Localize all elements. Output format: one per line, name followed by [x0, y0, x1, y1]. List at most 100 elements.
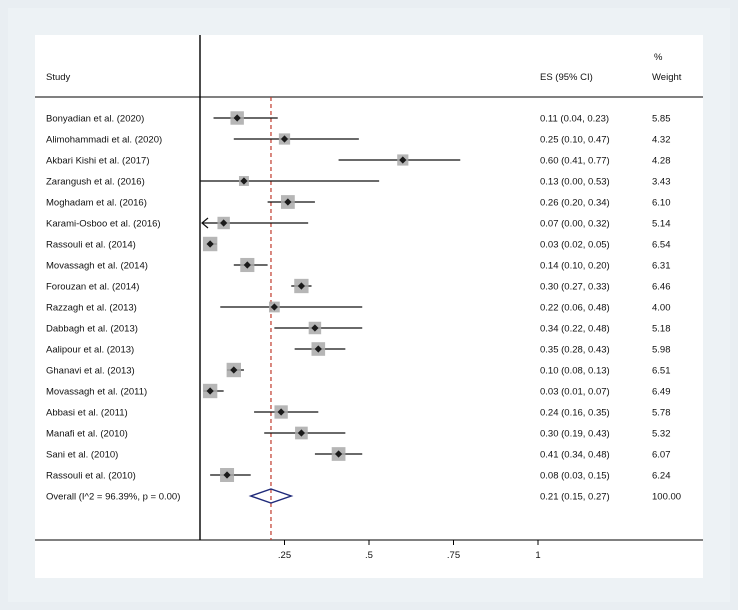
overall-label: Overall (I^2 = 96.39%, p = 0.00): [46, 492, 180, 503]
point-estimate: [270, 303, 278, 311]
es-ci-value: 0.03 (0.01, 0.07): [540, 387, 610, 398]
es-ci-value: 0.14 (0.10, 0.20): [540, 261, 610, 272]
overall-diamond: [248, 488, 294, 504]
x-tick-label: .5: [365, 550, 373, 561]
study-label: Movassagh et al. (2011): [46, 387, 147, 398]
es-ci-value: 0.30 (0.19, 0.43): [540, 429, 610, 440]
point-estimate: [233, 114, 241, 122]
point-estimate: [220, 219, 228, 227]
weight-value: 4.28: [652, 156, 671, 167]
study-label: Moghadam et al. (2016): [46, 198, 147, 209]
study-label: Karami-Osboo et al. (2016): [46, 219, 161, 230]
point-estimate: [230, 366, 238, 374]
study-row: Manafi et al. (2010) 0.30 (0.19, 0.43) 5.3…: [46, 426, 671, 440]
weight-value: 6.46: [652, 282, 671, 293]
weight-value: 4.00: [652, 303, 671, 314]
header-weight: Weight: [652, 72, 682, 83]
overall-es-ci: 0.21 (0.15, 0.27): [540, 492, 610, 503]
es-ci-value: 0.08 (0.03, 0.15): [540, 471, 610, 482]
es-ci-value: 0.30 (0.27, 0.33): [540, 282, 610, 293]
study-label: Forouzan et al. (2014): [46, 282, 139, 293]
header-weight-symbol: %: [654, 52, 663, 63]
study-label: Aalipour et al. (2013): [46, 345, 134, 356]
es-ci-value: 0.41 (0.34, 0.48): [540, 450, 610, 461]
weight-value: 5.98: [652, 345, 671, 356]
study-label: Dabbagh et al. (2013): [46, 324, 138, 335]
point-estimate: [223, 471, 231, 479]
header-es: ES (95% CI): [540, 72, 593, 83]
plot-area: [35, 35, 703, 578]
study-row: Forouzan et al. (2014) 0.30 (0.27, 0.33) 6…: [46, 278, 671, 294]
study-row: Aalipour et al. (2013) 0.35 (0.28, 0.43) 5…: [46, 342, 671, 356]
weight-value: 6.07: [652, 450, 671, 461]
study-row: Akbari Kishi et al. (2017) 0.60 (0.41, 0.…: [46, 154, 671, 167]
weight-value: 6.54: [652, 240, 671, 251]
study-label: Ghanavi et al. (2013): [46, 366, 135, 377]
es-ci-value: 0.26 (0.20, 0.34): [540, 198, 610, 209]
es-ci-value: 0.10 (0.08, 0.13): [540, 366, 610, 377]
study-row: Rassouli et al. (2010) 0.08 (0.03, 0.15) 6…: [46, 468, 671, 482]
point-estimate: [311, 324, 319, 332]
point-estimate: [277, 408, 285, 416]
study-label: Manafi et al. (2010): [46, 429, 128, 440]
es-ci-value: 0.60 (0.41, 0.77): [540, 156, 610, 167]
es-ci-value: 0.35 (0.28, 0.43): [540, 345, 610, 356]
es-ci-value: 0.25 (0.10, 0.47): [540, 135, 610, 146]
point-estimate: [399, 156, 407, 164]
es-ci-value: 0.34 (0.22, 0.48): [540, 324, 610, 335]
es-ci-value: 0.03 (0.02, 0.05): [540, 240, 610, 251]
weight-value: 5.14: [652, 219, 671, 230]
study-label: Movassagh et al. (2014): [46, 261, 148, 272]
weight-value: 6.31: [652, 261, 671, 272]
study-label: Razzagh et al. (2013): [46, 303, 137, 314]
point-estimate: [280, 135, 289, 143]
plot-panel: Study ES (95% CI) % Weight Bonyadian et …: [8, 8, 730, 602]
weight-value: 5.85: [652, 114, 671, 125]
study-label: Bonyadian et al. (2020): [46, 114, 144, 125]
study-label: Rassouli et al. (2010): [46, 471, 136, 482]
point-estimate: [284, 198, 292, 206]
forest-plot: Study ES (95% CI) % Weight Bonyadian et …: [35, 35, 703, 578]
study-row: Zarangush et al. (2016) 0.13 (0.00, 0.53)…: [46, 176, 671, 188]
x-tick-label: .25: [278, 550, 291, 561]
weight-value: 5.18: [652, 324, 671, 335]
study-row: Sani et al. (2010) 0.41 (0.34, 0.48) 6.07: [46, 447, 671, 461]
weight-value: 5.78: [652, 408, 671, 419]
study-row: Rassouli et al. (2014) 0.03 (0.02, 0.05) 6…: [46, 236, 671, 252]
study-label: Rassouli et al. (2014): [46, 240, 136, 251]
study-row: Dabbagh et al. (2013) 0.34 (0.22, 0.48) 5.…: [46, 321, 671, 335]
ci-arrow-left: [201, 217, 209, 229]
weight-value: 6.49: [652, 387, 671, 398]
es-ci-value: 0.13 (0.00, 0.53): [540, 177, 610, 188]
overall-row: Overall (I^2 = 96.39%, p = 0.00) 0.21 (0.…: [46, 488, 681, 504]
point-estimate: [240, 177, 248, 185]
weight-value: 4.32: [652, 135, 671, 146]
header-study: Study: [46, 72, 71, 83]
study-row: Movassagh et al. (2014) 0.14 (0.10, 0.20)…: [46, 257, 671, 273]
study-row: Alimohammadi et al. (2020) 0.25 (0.10, 0.…: [46, 133, 671, 146]
point-estimate: [297, 282, 305, 290]
weight-value: 5.32: [652, 429, 671, 440]
point-estimate: [297, 429, 305, 437]
study-label: Akbari Kishi et al. (2017): [46, 156, 150, 167]
point-estimate: [206, 387, 214, 395]
weight-value: 6.51: [652, 366, 671, 377]
point-estimate: [334, 450, 343, 458]
weight-value: 3.43: [652, 177, 671, 188]
study-label: Zarangush et al. (2016): [46, 177, 145, 188]
es-ci-value: 0.22 (0.06, 0.48): [540, 303, 610, 314]
study-row: Ghanavi et al. (2013) 0.10 (0.08, 0.13) 6.…: [46, 362, 671, 378]
study-row: Razzagh et al. (2013) 0.22 (0.06, 0.48) 4.…: [46, 301, 671, 314]
study-row: Moghadam et al. (2016) 0.26 (0.20, 0.34) 6…: [46, 195, 671, 209]
point-estimate: [314, 345, 322, 353]
overall-weight: 100.00: [652, 492, 681, 503]
x-tick-label: .75: [447, 550, 460, 561]
point-estimate: [206, 240, 214, 248]
x-tick-label: 1: [535, 550, 540, 561]
es-ci-value: 0.24 (0.16, 0.35): [540, 408, 610, 419]
weight-value: 6.10: [652, 198, 671, 209]
es-ci-value: 0.07 (0.00, 0.32): [540, 219, 610, 230]
study-label: Abbasi et al. (2011): [46, 408, 128, 419]
study-label: Sani et al. (2010): [46, 450, 118, 461]
study-row: Abbasi et al. (2011) 0.24 (0.16, 0.35) 5.7…: [46, 405, 671, 419]
